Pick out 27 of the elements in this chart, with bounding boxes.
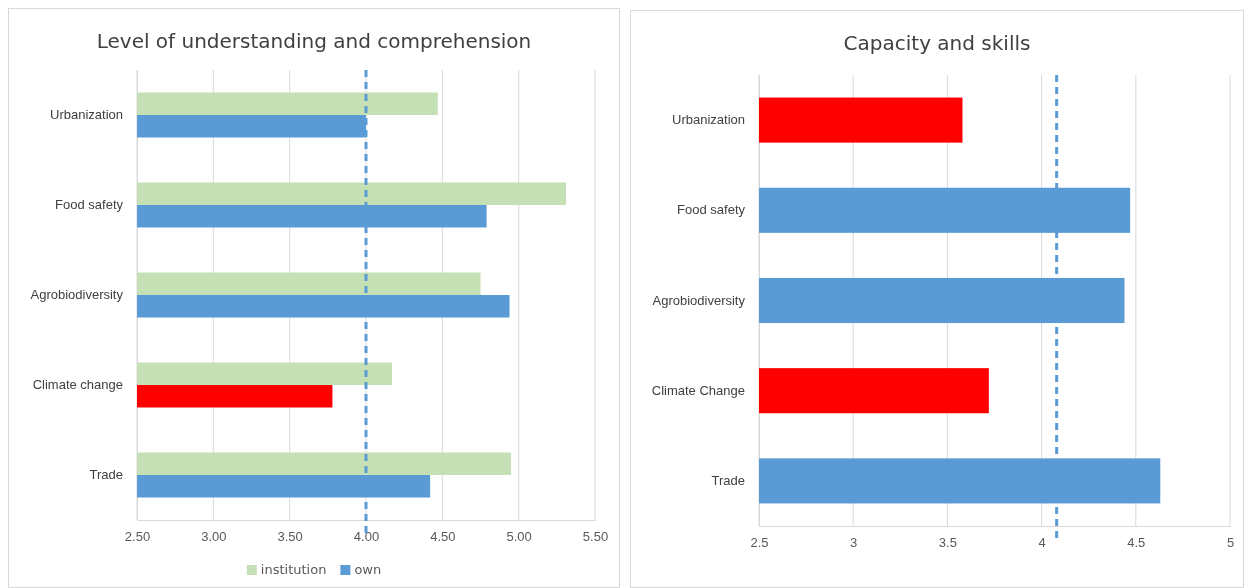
- y-tick-label: Food safety: [677, 202, 746, 218]
- y-tick-label: Agrobiodiversity: [30, 287, 124, 303]
- x-tick-label: 4: [1038, 535, 1046, 551]
- x-tick-label: 4.00: [353, 529, 380, 545]
- legend-label: institution: [260, 562, 327, 577]
- y-tick-label: Climate change: [32, 377, 123, 393]
- y-tick-label: Urbanization: [672, 112, 745, 128]
- y-tick-label: Urbanization: [50, 107, 123, 123]
- x-tick-label: 3: [850, 535, 858, 551]
- x-tick-label: 3.50: [277, 529, 303, 545]
- x-tick-label: 4.5: [1127, 535, 1146, 551]
- x-tick-label: 2.5: [750, 535, 769, 551]
- y-tick-label: Climate Change: [651, 382, 745, 398]
- legend-label: own: [354, 562, 382, 577]
- chart-title: Capacity and skills: [843, 31, 1031, 55]
- y-tick-label: Trade: [711, 473, 745, 489]
- x-tick-label: 5.50: [582, 529, 609, 545]
- y-tick-label: Trade: [89, 467, 123, 483]
- x-tick-label: 2.50: [124, 529, 151, 545]
- chart-title: Level of understanding and comprehension: [96, 29, 532, 53]
- x-tick-label: 5: [1226, 535, 1235, 551]
- y-tick-label: Agrobiodiversity: [652, 292, 746, 308]
- x-tick-label: 5.00: [506, 529, 532, 545]
- x-tick-label: 3.00: [201, 529, 227, 545]
- y-tick-label: Food safety: [55, 197, 124, 213]
- x-tick-label: 3.5: [938, 535, 957, 551]
- x-tick-label: 4.50: [430, 529, 456, 545]
